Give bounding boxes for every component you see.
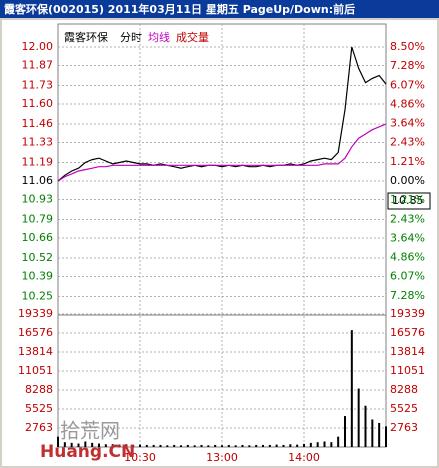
y-tick-label: 11.87 — [22, 59, 54, 72]
x-tick-label: 13:00 — [206, 451, 238, 464]
y-tick-label: 10.66 — [22, 231, 54, 244]
price-line — [57, 46, 387, 182]
y2-tick-label: 3.64% — [390, 117, 425, 130]
watermark: Huang.CN — [40, 442, 135, 462]
y-tick-label: 11.19 — [22, 155, 54, 168]
watermark: 拾荒网 — [60, 419, 120, 443]
volume-tick-label: 8288 — [390, 383, 418, 396]
volume-tick-label: 2763 — [25, 421, 53, 434]
volume-tick-label: 16576 — [18, 326, 53, 339]
x-tick-label: 10:30 — [124, 451, 156, 464]
title-bar — [0, 0, 439, 18]
y2-tick-label: 7.28% — [390, 59, 425, 72]
y-tick-label: 11.06 — [22, 174, 54, 187]
legend-entry: 成交量 — [176, 30, 209, 44]
volume-tick-label: 11051 — [18, 364, 53, 377]
volume-tick-label: 19339 — [18, 307, 53, 320]
cursor-label: 10.85 — [392, 194, 424, 207]
y2-tick-label: 1.21% — [390, 193, 425, 206]
panel — [2, 20, 437, 466]
y-tick-label: 10.39 — [22, 270, 54, 283]
cursor-box — [387, 192, 431, 210]
y2-tick-label: 6.07% — [390, 78, 425, 91]
y2-tick-label: 6.07% — [390, 270, 425, 283]
y-tick-label: 11.46 — [22, 117, 54, 130]
y2-tick-label: 2.43% — [390, 212, 425, 225]
y2-tick-label: 7.28% — [390, 289, 425, 302]
y-tick-label: 10.52 — [22, 251, 54, 264]
x-tick-label: 14:00 — [288, 451, 320, 464]
y2-tick-label: 8.50% — [390, 40, 425, 53]
volume-tick-label: 16576 — [390, 326, 425, 339]
y2-tick-label: 4.86% — [390, 251, 425, 264]
y-tick-label: 11.60 — [22, 97, 54, 110]
legend-entry: 均线 — [148, 30, 170, 44]
volume-tick-label: 8288 — [25, 383, 53, 396]
y2-tick-label: 4.86% — [390, 97, 425, 110]
price-line — [57, 123, 387, 182]
y2-tick-label: 1.21% — [390, 155, 425, 168]
y-tick-label: 12.00 — [22, 40, 54, 53]
volume-tick-label: 13814 — [390, 345, 425, 358]
y-tick-label: 10.25 — [22, 289, 54, 302]
volume-tick-label: 2763 — [390, 421, 418, 434]
volume-tick-label: 11051 — [390, 364, 425, 377]
y-tick-label: 10.93 — [22, 193, 54, 206]
volume-tick-label: 19339 — [390, 307, 425, 320]
y-tick-label: 10.79 — [22, 212, 54, 225]
stock-name: 霞客环保 — [64, 30, 108, 44]
volume-tick-label: 5525 — [25, 402, 53, 415]
y-tick-label: 11.33 — [22, 136, 54, 149]
y2-tick-label: 3.64% — [390, 231, 425, 244]
volume-tick-label: 13814 — [18, 345, 53, 358]
y-tick-label: 11.73 — [22, 78, 54, 91]
volume-tick-label: 5525 — [390, 402, 418, 415]
legend-entry: 分时 — [120, 31, 142, 44]
chart-title: 霞客环保(002015) 2011年03月11日 星期五 PageUp/Down… — [4, 2, 355, 16]
y2-tick-label: 2.43% — [390, 136, 425, 149]
y2-tick-label: 0.00% — [390, 174, 425, 187]
